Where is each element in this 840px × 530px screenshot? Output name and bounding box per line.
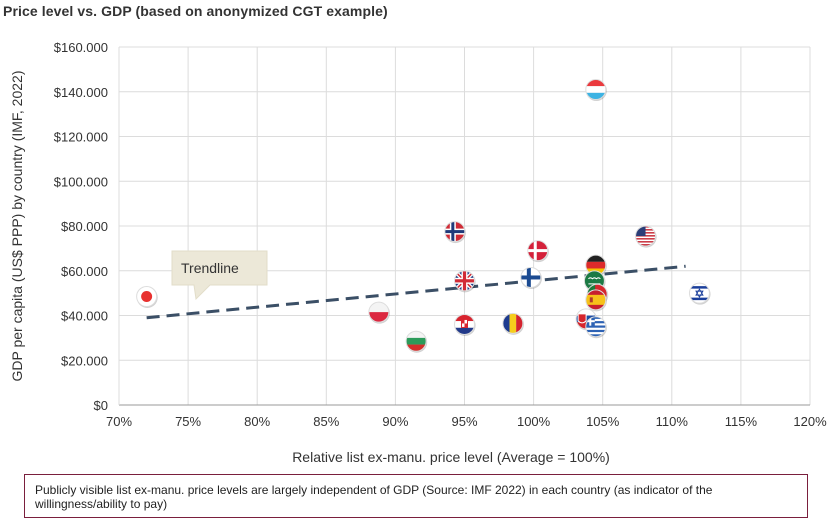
romania-flag-icon [502,312,524,335]
y-tick-labels: $0 $20.000 $40.000 $60.000 $80.000 $100.000 $1… [54,40,108,413]
x-tick-label: 75% [175,414,201,429]
x-tick-label: 85% [313,414,339,429]
y-tick-label: $60.000 [61,264,108,279]
x-tick-labels: 70% 75% 80% 85% 90% 95% 100% 105% 110% 115% 120% [106,414,827,429]
israel-flag-icon [688,282,711,305]
x-axis-label: Relative list ex-manu. price level (Aver… [292,449,610,465]
denmark-flag-icon [527,240,549,263]
trendline-callout-box [171,250,268,301]
y-tick-label: $120.000 [54,130,108,145]
y-tick-label: $40.000 [61,309,108,324]
croatia-flag-icon [454,313,476,336]
y-tick-label: $160.000 [54,40,108,55]
y-tick-label: $100.000 [54,174,108,189]
y-tick-label: $140.000 [54,85,108,100]
scatter-chart: $0 $20.000 $40.000 $60.000 $80.000 $100.000 $1… [9,40,827,465]
grid-lines [119,46,811,405]
x-tick-label: 70% [106,414,132,429]
x-tick-label: 95% [451,414,477,429]
uk-flag-icon [454,270,476,293]
footnote-box: Publicly visible list ex-manu. price lev… [24,474,808,518]
x-tick-label: 90% [382,414,408,429]
x-tick-label: 80% [244,414,270,429]
bulgaria-flag-icon [405,330,428,353]
y-tick-label: $0 [94,398,108,413]
x-tick-label: 110% [656,414,689,429]
y-tick-label: $80.000 [61,219,108,234]
x-tick-label: 115% [725,414,758,429]
chart-title: Price level vs. GDP (based on anonymized… [3,3,388,19]
axes [118,47,810,406]
x-tick-label: 120% [793,414,827,429]
luxembourg-flag-icon [585,79,607,102]
y-axis-label: GDP per capita (US$ PPP) by country (IMF… [9,71,25,382]
trendline-label: Trendline [181,260,239,276]
x-tick-label: 100% [517,414,551,429]
greece-flag-icon [585,316,607,339]
data-points [136,79,711,353]
japan-flag-icon [136,285,158,308]
norway-flag-icon [444,221,466,244]
trendline-group: Trendline [146,250,686,320]
finland-flag-icon [520,266,542,289]
spain-flag-icon [585,289,607,312]
poland-flag-icon [368,301,390,324]
usa-flag-icon [635,225,657,248]
x-tick-label: 105% [586,414,620,429]
y-tick-label: $20.000 [61,353,108,368]
